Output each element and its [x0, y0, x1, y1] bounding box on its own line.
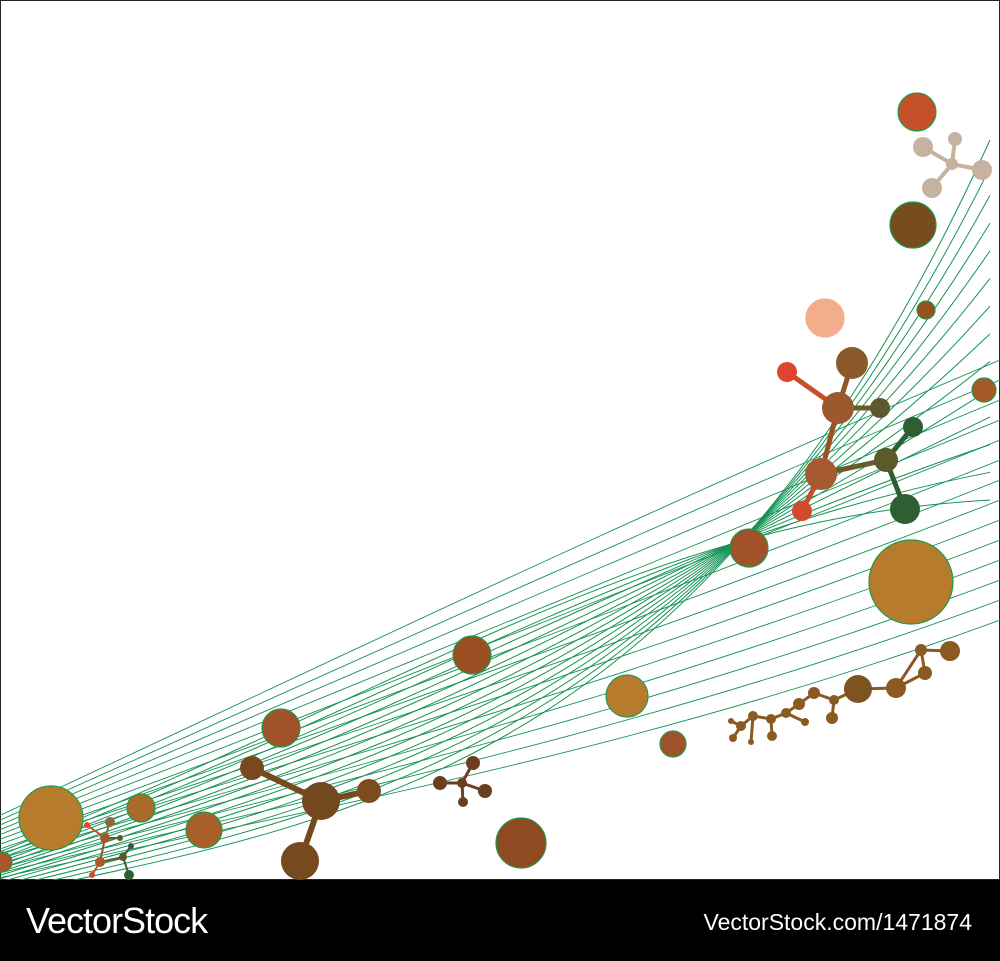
- wave-line: [0, 359, 1000, 816]
- atom: [822, 392, 854, 424]
- atom: [903, 417, 923, 437]
- atom: [777, 362, 797, 382]
- molecule-icon: [240, 756, 381, 880]
- wave-line: [0, 619, 1000, 879]
- bubble: [261, 708, 301, 748]
- wave-line: [0, 278, 991, 880]
- watermark-footer: VectorStock VectorStock.com/1471874: [0, 880, 1000, 961]
- wave-line: [0, 419, 1000, 831]
- wave-line: [0, 305, 991, 876]
- bubble: [916, 300, 936, 320]
- wave-line: [0, 379, 1000, 821]
- wave-line: [0, 333, 991, 873]
- wave-line: [71, 139, 991, 880]
- wave-line: [0, 459, 1000, 840]
- molecule-icon: [913, 132, 992, 198]
- wave-line: [0, 388, 991, 866]
- bubble: [185, 811, 223, 849]
- bubble: [971, 377, 997, 403]
- green-wave-mesh: [0, 139, 1000, 880]
- artwork-svg: [0, 92, 1000, 880]
- wave-line: [0, 479, 1000, 845]
- molecule-artwork: [0, 92, 1000, 880]
- bubbles: [0, 92, 997, 873]
- bubble: [805, 298, 845, 338]
- wave-line: [0, 444, 991, 860]
- bubble: [729, 528, 769, 568]
- vectorstock-logo: VectorStock: [26, 900, 208, 941]
- wave-line: [0, 579, 1000, 869]
- wave-line: [0, 599, 1000, 874]
- bubble: [659, 730, 687, 758]
- wave-line: [5, 250, 991, 880]
- bubble: [452, 635, 492, 675]
- wave-line: [0, 499, 1000, 850]
- atom: [805, 458, 837, 490]
- bubble: [889, 201, 937, 249]
- molecule-icon: [777, 347, 923, 524]
- atom: [874, 448, 898, 472]
- atom: [870, 398, 890, 418]
- bubble: [897, 92, 937, 132]
- bubble: [495, 817, 547, 869]
- bubble: [605, 674, 649, 718]
- wave-line: [33, 195, 991, 880]
- wave-line: [0, 559, 1000, 864]
- wave-line: [0, 439, 1000, 836]
- image-id-label: VectorStock.com/1471874: [703, 909, 973, 935]
- wave-line: [0, 471, 991, 856]
- molecule-icon: [433, 756, 492, 807]
- bubble: [0, 851, 13, 873]
- wave-line: [0, 499, 991, 853]
- bubble: [868, 539, 954, 625]
- bubble: [126, 793, 156, 823]
- molecule-icon: [84, 817, 134, 880]
- atom: [792, 501, 812, 521]
- molecule-icon: [728, 641, 960, 745]
- atom: [836, 347, 868, 379]
- wave-line: [51, 167, 991, 880]
- bubble: [18, 785, 84, 851]
- atom: [890, 494, 920, 524]
